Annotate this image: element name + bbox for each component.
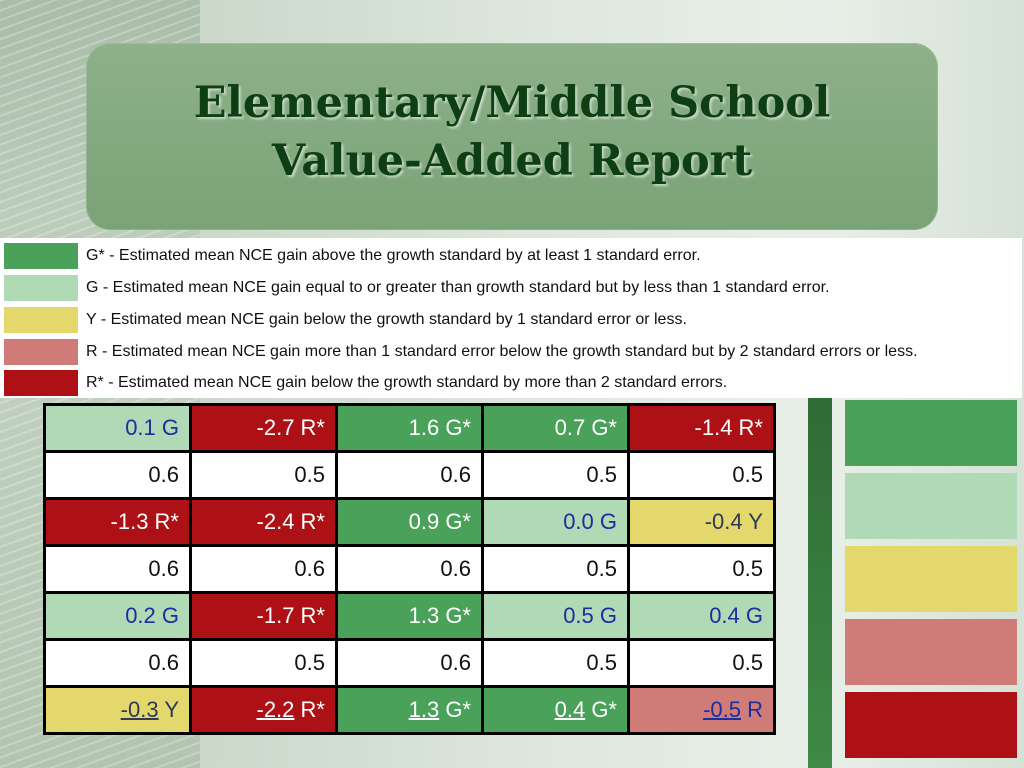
cell-value-number: -0.3 <box>120 697 159 722</box>
cell-value-number: -0.5 <box>703 697 741 722</box>
table-cell: -2.2 R* <box>189 685 338 735</box>
table-row: 0.2 G -1.7 R* 1.3 G* 0.5 G 0.4 G <box>43 591 776 641</box>
table-cell: 0.9 G* <box>335 497 484 547</box>
table-cell: 0.6 <box>43 638 192 688</box>
legend-row-y: Y - Estimated mean NCE gain below the gr… <box>4 306 1020 334</box>
table-cell: -2.4 R* <box>189 497 338 547</box>
table-row: -0.3 Y -2.2 R* 1.3 G* 0.4 G* -0.5 R <box>43 685 776 735</box>
table-cell: 0.5 <box>189 638 338 688</box>
table-cell: 0.6 <box>335 544 484 594</box>
title-line-2: Value-Added Report <box>271 136 753 186</box>
table-row: 0.6 0.6 0.6 0.5 0.5 <box>43 544 776 594</box>
table-cell: 0.4 G <box>627 591 776 641</box>
table-row: 0.6 0.5 0.6 0.5 0.5 <box>43 450 776 500</box>
table-cell: 1.3 G* <box>335 591 484 641</box>
legend-text-g-star: G* - Estimated mean NCE gain above the g… <box>86 247 701 264</box>
color-swatch-column <box>845 400 1017 765</box>
table-cell: 0.5 <box>481 638 630 688</box>
legend-text-r-star: R* - Estimated mean NCE gain below the g… <box>86 374 728 391</box>
cell-value-number: 0.4 <box>554 697 586 722</box>
table-cell: 0.7 G* <box>481 403 630 453</box>
table-cell: 0.5 <box>481 544 630 594</box>
table-cell: -0.5 R <box>627 685 776 735</box>
legend-row-r-star: R* - Estimated mean NCE gain below the g… <box>4 369 1020 397</box>
cell-grade: R* <box>300 697 325 722</box>
cell-grade: G* <box>591 697 617 722</box>
legend-swatch-r-star <box>4 370 78 396</box>
table-cell: 0.6 <box>335 638 484 688</box>
table-cell: 0.4 G* <box>481 685 630 735</box>
legend-row-r: R - Estimated mean NCE gain more than 1 … <box>4 338 1020 366</box>
legend-swatch-g-star <box>4 243 78 269</box>
legend-row-g: G - Estimated mean NCE gain equal to or … <box>4 274 1020 302</box>
table-cell: 1.3 G* <box>335 685 484 735</box>
table-cell: 0.6 <box>43 450 192 500</box>
table-cell: 0.6 <box>43 544 192 594</box>
table-cell: -0.4 Y <box>627 497 776 547</box>
color-legend: G* - Estimated mean NCE gain above the g… <box>0 238 1022 398</box>
side-swatch-g-star <box>845 400 1017 466</box>
table-cell: 0.5 G <box>481 591 630 641</box>
side-swatch-r <box>845 619 1017 685</box>
table-row: 0.6 0.5 0.6 0.5 0.5 <box>43 638 776 688</box>
value-added-table: 0.1 G -2.7 R* 1.6 G* 0.7 G* -1.4 R* 0.6 0.5 0.6… <box>43 403 776 735</box>
side-swatch-y <box>845 546 1017 612</box>
table-cell: 0.5 <box>627 638 776 688</box>
legend-swatch-r <box>4 339 78 365</box>
table-row: 0.1 G -2.7 R* 1.6 G* 0.7 G* -1.4 R* <box>43 403 776 453</box>
table-cell: 0.5 <box>627 450 776 500</box>
legend-text-r: R - Estimated mean NCE gain more than 1 … <box>86 343 918 360</box>
cell-value-number: -2.2 <box>256 697 295 722</box>
side-swatch-r-star <box>845 692 1017 758</box>
table-cell: 0.5 <box>627 544 776 594</box>
cell-grade: Y <box>164 697 179 722</box>
table-cell: 0.5 <box>189 450 338 500</box>
side-swatch-g <box>845 473 1017 539</box>
table-cell: -2.7 R* <box>189 403 338 453</box>
table-cell: 0.0 G <box>481 497 630 547</box>
legend-row-g-star: G* - Estimated mean NCE gain above the g… <box>4 242 1020 270</box>
background-stripe <box>808 395 832 768</box>
title-panel <box>86 43 938 230</box>
legend-text-y: Y - Estimated mean NCE gain below the gr… <box>86 311 687 328</box>
table-cell: -1.4 R* <box>627 403 776 453</box>
table-cell: -0.3 Y <box>43 685 192 735</box>
table-cell: 0.1 G <box>43 403 192 453</box>
table-cell: 0.6 <box>189 544 338 594</box>
cell-grade: R <box>747 697 763 722</box>
table-row: -1.3 R* -2.4 R* 0.9 G* 0.0 G -0.4 Y <box>43 497 776 547</box>
page-title: Elementary/Middle School Value-Added Rep… <box>86 74 938 190</box>
legend-swatch-y <box>4 307 78 333</box>
table-cell: 0.5 <box>481 450 630 500</box>
table-cell: 0.2 G <box>43 591 192 641</box>
legend-text-g: G - Estimated mean NCE gain equal to or … <box>86 279 830 296</box>
table-cell: 1.6 G* <box>335 403 484 453</box>
legend-swatch-g <box>4 275 78 301</box>
cell-grade: G* <box>445 697 471 722</box>
table-cell: -1.7 R* <box>189 591 338 641</box>
title-line-1: Elementary/Middle School <box>193 78 831 128</box>
cell-value-number: 1.3 <box>408 697 440 722</box>
table-cell: 0.6 <box>335 450 484 500</box>
table-cell: -1.3 R* <box>43 497 192 547</box>
